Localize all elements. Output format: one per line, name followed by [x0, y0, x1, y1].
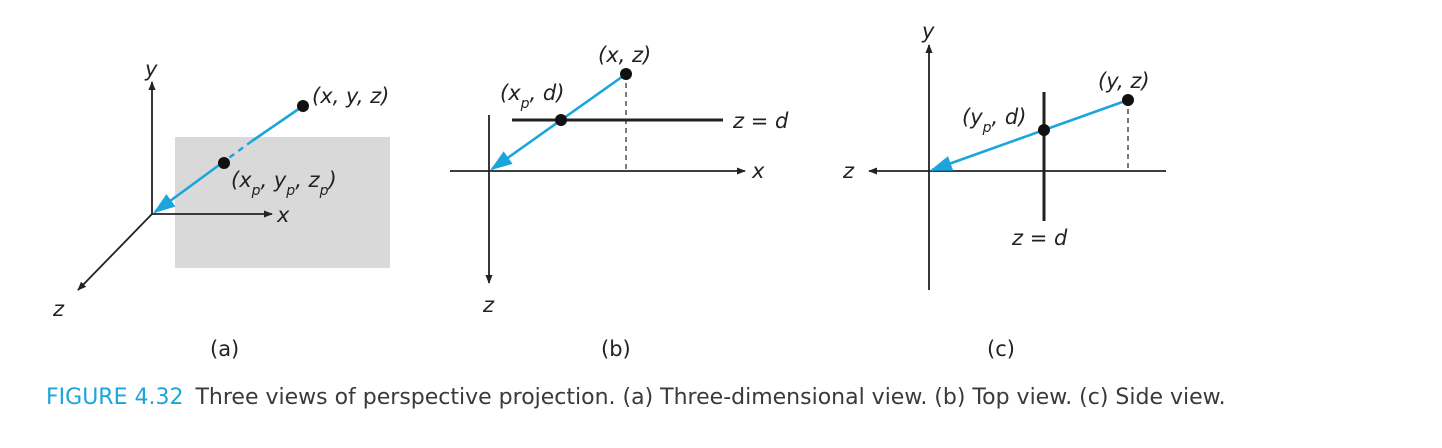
z-axis-label: z — [52, 297, 65, 321]
plane-label: z = d — [1011, 226, 1068, 250]
panel-c-label: (c) — [987, 337, 1015, 361]
y-axis-label: y — [144, 57, 158, 81]
projected-point — [1038, 124, 1050, 136]
panel-c: y z (y, z) (yp, d) z = d (c) — [842, 19, 1166, 361]
projected-point — [555, 114, 567, 126]
panel-b-label: (b) — [601, 337, 631, 361]
projector-arrow — [929, 98, 1129, 172]
y-axis-label: y — [921, 19, 935, 43]
projected-point-label: (xp, d) — [500, 81, 564, 112]
plane-label: z = d — [732, 109, 789, 133]
projector-arrow — [153, 158, 227, 214]
figure-number: FIGURE 4.32 — [46, 385, 184, 410]
x-axis-label: x — [276, 203, 290, 227]
point-yz-label: (y, z) — [1098, 69, 1150, 93]
z-axis-label: z — [842, 159, 855, 183]
z-axis-label: z — [482, 293, 495, 317]
panel-a-label: (a) — [210, 337, 239, 361]
projector-far — [251, 104, 304, 143]
projected-point — [218, 157, 230, 169]
z-axis — [77, 213, 153, 291]
x-axis-label: x — [751, 159, 765, 183]
point-xz — [620, 68, 632, 80]
point-yz — [1122, 94, 1134, 106]
point-xyz-label: (x, y, z) — [312, 84, 389, 108]
caption-text: Three views of perspective projection. (… — [195, 385, 1226, 410]
panel-a: y x z (x, y, z) (xp, yp, zp) (a) — [52, 57, 390, 361]
point-xyz — [297, 100, 309, 112]
projected-point-label: (yp, d) — [962, 105, 1026, 136]
projected-point-label: (xp, yp, zp) — [231, 168, 337, 199]
projector-dashed — [225, 140, 253, 161]
projection-plane — [175, 137, 390, 268]
panel-b: (x, z) (xp, d) z = d x z (b) — [450, 43, 789, 361]
point-xz-label: (x, z) — [598, 43, 651, 67]
figure-caption: FIGURE 4.32 Three views of perspective pr… — [46, 385, 1226, 417]
